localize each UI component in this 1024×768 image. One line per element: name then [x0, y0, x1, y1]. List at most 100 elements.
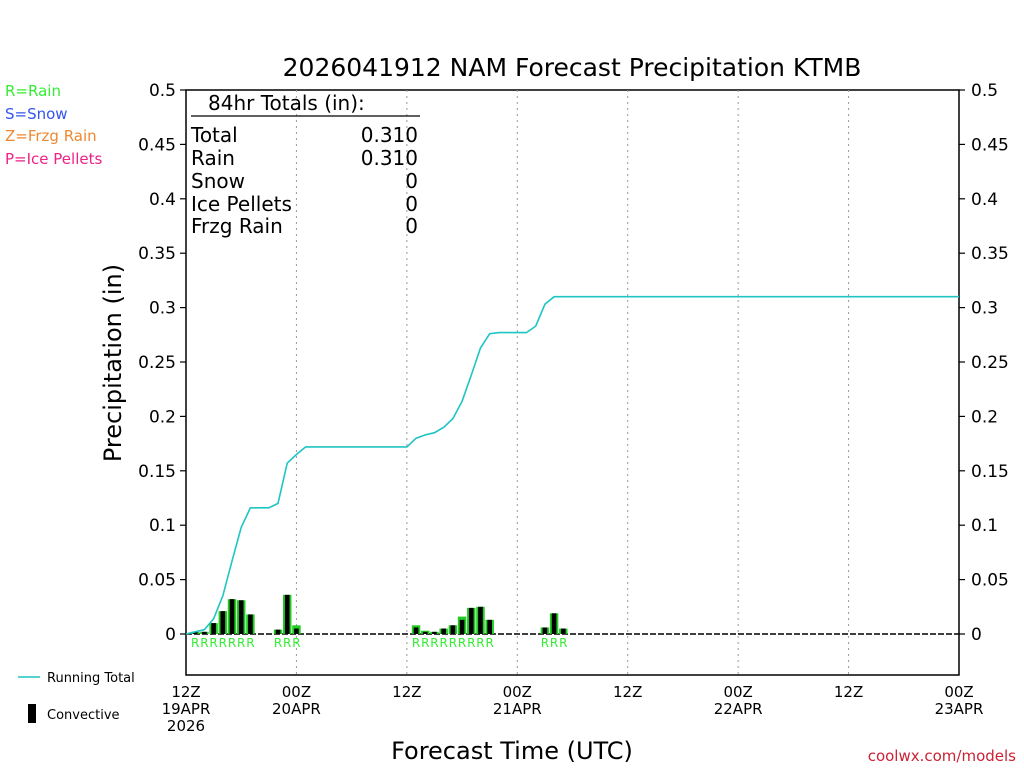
precip-type-marker: R: [219, 636, 227, 650]
y-tick-label-right: 0.1: [971, 516, 998, 536]
totals-header: 84hr Totals (in):: [208, 91, 365, 115]
precip-type-marker: R: [559, 636, 567, 650]
y-tick-label-right: 0.5: [971, 81, 998, 101]
totals-box: 84hr Totals (in): Total 0.310 Rain 0.310…: [190, 91, 420, 238]
x-axis-label: Forecast Time (UTC): [391, 737, 633, 765]
y-tick-label-right: 0.35: [971, 244, 1009, 264]
x-tick-label: 00Z: [723, 683, 752, 701]
convective-bar: [542, 627, 548, 634]
y-tick-label: 0.25: [138, 353, 176, 373]
y-tick-label-right: 0.05: [971, 571, 1009, 591]
x-tick-label: 12Z: [834, 683, 863, 701]
legend-rain: R=Rain: [5, 82, 61, 100]
x-tick-label: 23APR: [935, 700, 984, 718]
x-tick-label: 00Z: [282, 683, 311, 701]
precip-type-marker: R: [191, 636, 199, 650]
y-tick-label: 0: [165, 625, 176, 645]
precip-type-marker: R: [467, 636, 475, 650]
convective-bar: [422, 631, 428, 634]
precip-type-marker: R: [412, 636, 420, 650]
y-tick-label: 0.05: [138, 571, 176, 591]
running-total-line: [185, 295, 959, 635]
convective-bar: [248, 614, 253, 634]
legend-ice-pellets: P=Ice Pellets: [5, 150, 102, 168]
convective-legend-swatch: [28, 704, 36, 723]
convective-bar: [211, 623, 216, 634]
precip-type-marker: R: [421, 636, 429, 650]
precip-bars: [190, 594, 568, 634]
running-total-legend-label: Running Total: [47, 671, 135, 686]
totals-value-ice-pellets: 0: [405, 192, 418, 216]
y-tick-label: 0.4: [149, 190, 176, 210]
precip-type-marker: R: [200, 636, 208, 650]
convective-bar: [275, 629, 281, 634]
precip-type-marker: R: [292, 636, 300, 650]
y-tick-label: 0.35: [138, 244, 176, 264]
x-tick-label: 22APR: [714, 700, 763, 718]
legend-snow: S=Snow: [5, 105, 68, 123]
x-tick-label: 20APR: [272, 700, 321, 718]
convective-bar: [551, 613, 557, 634]
totals-label-ice-pellets: Ice Pellets: [191, 192, 292, 216]
totals-label-total: Total: [190, 123, 238, 147]
y-tick-label: 0.5: [149, 81, 176, 101]
y-tick-label-right: 0.25: [971, 353, 1009, 373]
plot-area: [185, 89, 960, 676]
y-tick-label-right: 0.3: [971, 299, 998, 319]
convective-bar: [294, 628, 299, 634]
y-axis-ticks: 0 00.05 0.050.1 0.10.15 0.150.2 0.20.25 0.250.…: [138, 81, 1009, 645]
precip-type-marker: R: [486, 636, 494, 650]
precip-type-marker: R: [541, 636, 549, 650]
convective-legend-label: Convective: [47, 708, 120, 723]
convective-bar: [441, 628, 446, 634]
convective-bar: [432, 631, 437, 634]
convective-bar: [284, 594, 290, 634]
convective-bar: [192, 631, 198, 634]
convective-bar: [459, 619, 465, 634]
precip-type-marker: R: [274, 636, 282, 650]
convective-bar: [478, 606, 483, 634]
totals-value-snow: 0: [405, 169, 418, 193]
grid-lines: [295, 90, 850, 675]
y-tick-label-right: 0.2: [971, 407, 998, 427]
convective-bar: [413, 627, 419, 634]
precip-type-marker: R: [430, 636, 438, 650]
credit-text: coolwx.com/models: [868, 747, 1016, 765]
totals-label-snow: Snow: [191, 169, 245, 193]
x-tick-label: 00Z: [503, 683, 532, 701]
precip-type-marker: R: [550, 636, 558, 650]
legend-frzg-rain: Z=Frzg Rain: [5, 127, 97, 145]
y-tick-label: 0.2: [149, 407, 176, 427]
convective-bar: [487, 619, 493, 634]
y-tick-label: 0.45: [138, 135, 176, 155]
x-tick-label: 12Z: [392, 683, 421, 701]
precip-type-marker: R: [476, 636, 484, 650]
x-tick-label: 2026: [167, 717, 205, 735]
totals-value-frzg-rain: 0: [405, 214, 418, 238]
convective-bar: [238, 600, 244, 634]
precip-type-marker: R: [283, 636, 291, 650]
y-axis-label: Precipitation (in): [99, 264, 127, 462]
y-tick-label-right: 0.15: [971, 462, 1009, 482]
totals-value-total: 0.310: [361, 123, 418, 147]
x-tick-label: 12Z: [613, 683, 642, 701]
convective-bar: [229, 599, 235, 634]
y-tick-label: 0.3: [149, 299, 176, 319]
y-tick-label: 0.1: [149, 516, 176, 536]
totals-label-rain: Rain: [191, 146, 235, 170]
totals-value-rain: 0.310: [361, 146, 418, 170]
precip-type-marker: R: [439, 636, 447, 650]
y-tick-label: 0.15: [138, 462, 176, 482]
convective-bar: [202, 631, 207, 634]
x-tick-label: 12Z: [171, 683, 200, 701]
y-tick-label-right: 0.45: [971, 135, 1009, 155]
chart-title: 2026041912 NAM Forecast Precipitation KT…: [283, 53, 862, 82]
precip-type-marker: R: [237, 636, 245, 650]
y-tick-label-right: 0: [971, 625, 982, 645]
precip-type-marker: R: [246, 636, 254, 650]
x-tick-label: 19APR: [162, 700, 211, 718]
x-tick-label: 00Z: [944, 683, 973, 701]
